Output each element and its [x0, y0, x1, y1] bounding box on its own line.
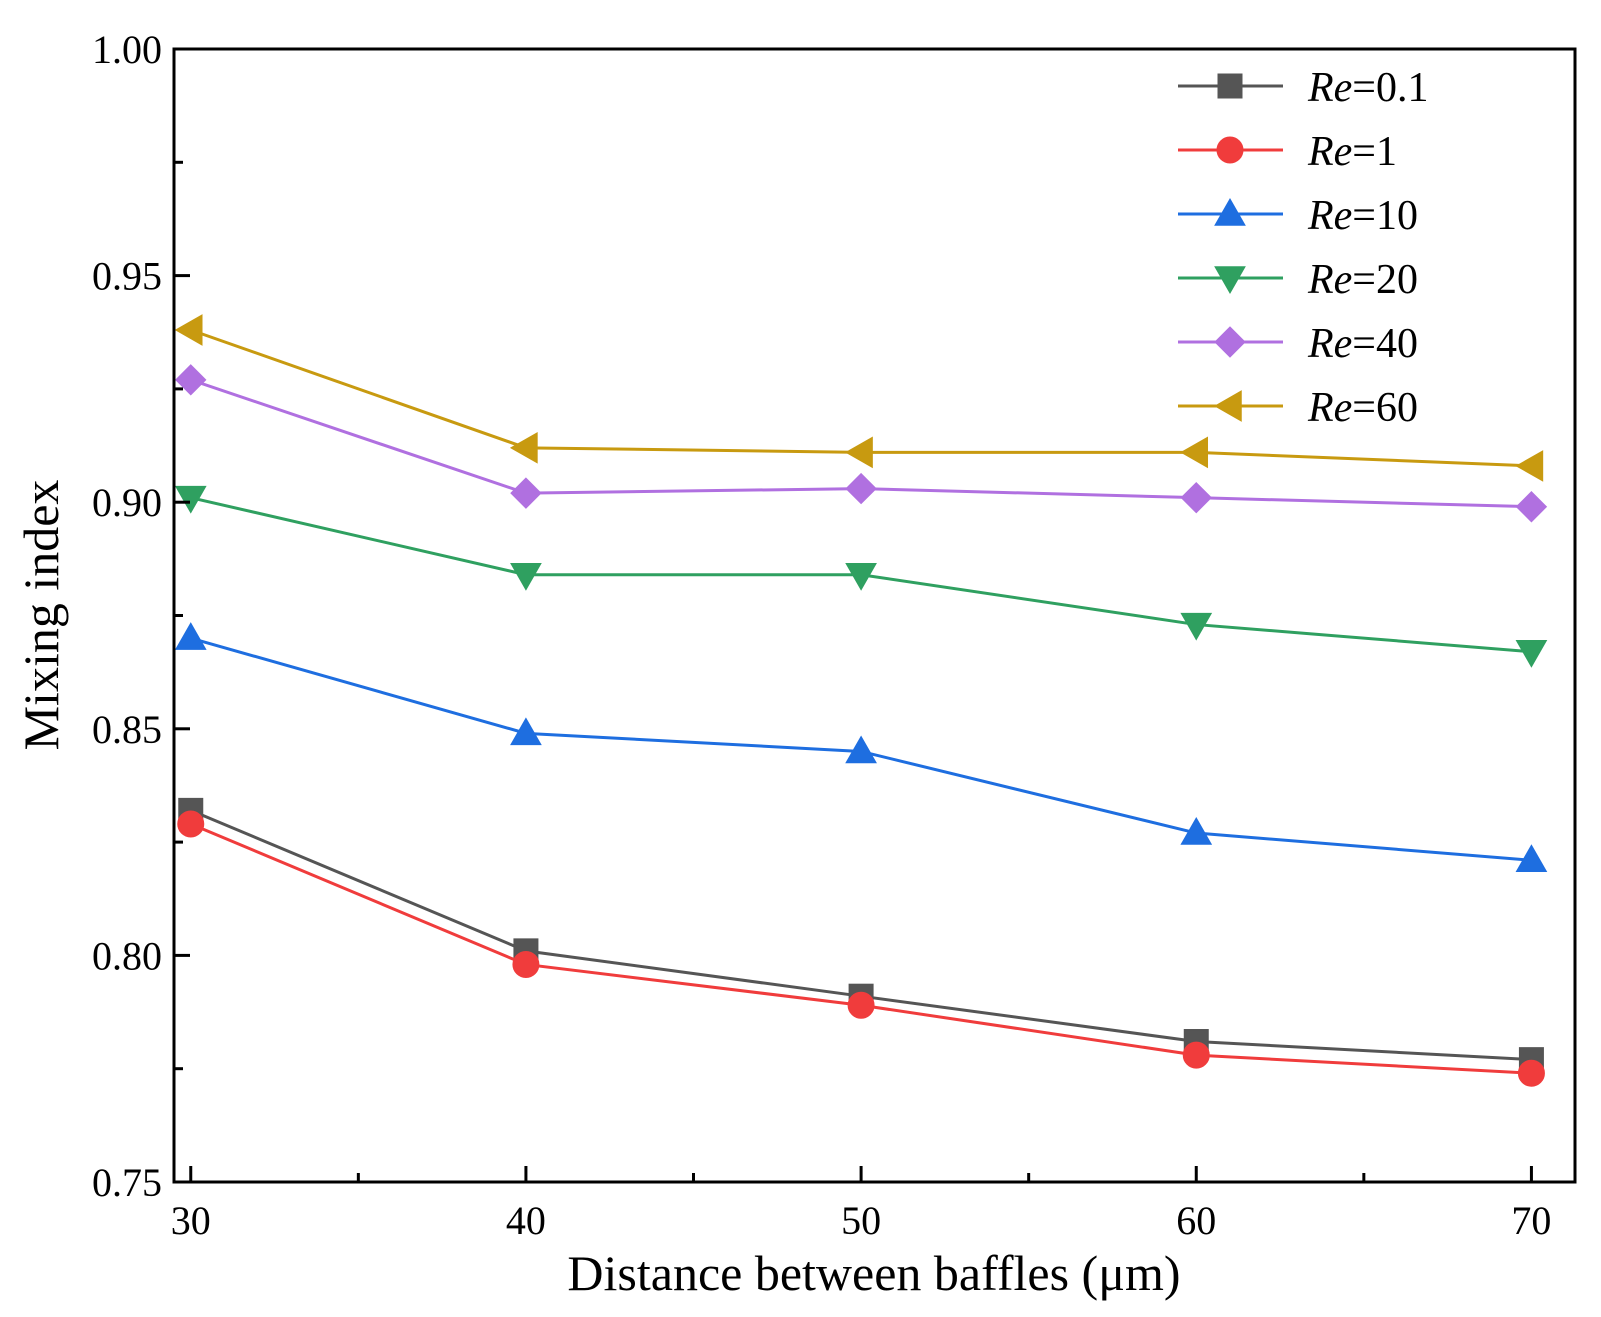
- legend-item: Re=60: [1178, 385, 1418, 431]
- x-axis-title: Distance between baffles (μm): [567, 1245, 1180, 1301]
- y-tick-label: 0.75: [92, 1160, 162, 1205]
- legend-item: Re=40: [1178, 321, 1418, 367]
- x-tick-label: 60: [1176, 1198, 1216, 1243]
- legend-marker: [1217, 73, 1243, 99]
- legend-marker: [1214, 326, 1246, 358]
- legend-label-prefix: Re: [1307, 321, 1352, 367]
- legend-marker: [1216, 136, 1244, 164]
- data-point: [845, 562, 877, 591]
- legend-label-suffix: =10: [1352, 193, 1418, 239]
- data-point: [1180, 817, 1213, 845]
- series-Re=10: [174, 622, 1548, 872]
- y-axis-title: Mixing index: [13, 480, 69, 751]
- y-tick-label: 1.00: [92, 27, 162, 72]
- data-point: [845, 436, 873, 469]
- data-point: [174, 314, 203, 346]
- legend-label: Re=60: [1307, 385, 1418, 431]
- data-point: [174, 485, 207, 514]
- series-Re=60: [174, 314, 1544, 482]
- data-point: [510, 717, 542, 746]
- data-point: [175, 364, 207, 396]
- series-Re=20: [174, 485, 1548, 668]
- legend-label-suffix: =20: [1352, 257, 1418, 303]
- legend-marker: [1214, 266, 1246, 295]
- x-tick-label: 70: [1511, 1198, 1551, 1243]
- series-layer: [174, 314, 1548, 1087]
- legend-marker: [1214, 197, 1246, 226]
- data-point: [845, 735, 877, 764]
- data-point: [845, 472, 877, 505]
- data-point: [1180, 436, 1209, 469]
- data-point: [177, 810, 205, 838]
- legend-label-prefix: Re: [1307, 257, 1352, 303]
- legend-label: Re=40: [1307, 321, 1418, 367]
- legend-label-suffix: =0.1: [1352, 65, 1428, 111]
- legend-marker: [1213, 390, 1242, 422]
- legend-item: Re=20: [1178, 257, 1418, 303]
- legend-item: Re=0.1: [1178, 65, 1428, 111]
- legend-label-prefix: Re: [1307, 129, 1352, 175]
- data-point: [174, 622, 207, 650]
- y-tick-label: 0.90: [92, 480, 162, 525]
- data-point: [509, 431, 538, 464]
- legend-label: Re=0.1: [1307, 65, 1428, 111]
- data-point: [1180, 481, 1212, 514]
- legend-label-prefix: Re: [1307, 193, 1352, 239]
- legend-item: Re=1: [1178, 129, 1397, 175]
- data-point: [510, 477, 542, 509]
- data-point: [1515, 640, 1548, 668]
- x-tick-label: 40: [506, 1198, 546, 1243]
- y-tick-label: 0.85: [92, 707, 162, 752]
- data-point: [847, 991, 875, 1019]
- data-point: [1180, 612, 1213, 641]
- y-tick-label: 0.80: [92, 933, 162, 978]
- legend-item: Re=10: [1178, 193, 1418, 239]
- legend-label-prefix: Re: [1307, 385, 1352, 431]
- series-Re=40: [175, 364, 1548, 523]
- legend-label: Re=20: [1307, 257, 1418, 303]
- legend-label-suffix: =40: [1352, 321, 1418, 367]
- legend-label-suffix: =60: [1352, 385, 1418, 431]
- data-point: [1515, 450, 1544, 482]
- data-point: [512, 950, 540, 978]
- legend-label: Re=1: [1307, 129, 1397, 175]
- series-Re=1: [177, 810, 1545, 1087]
- data-point: [510, 562, 542, 591]
- data-point: [1515, 844, 1548, 872]
- data-point: [1517, 1059, 1545, 1087]
- legend-label-prefix: Re: [1307, 65, 1352, 111]
- y-tick-label: 0.95: [92, 254, 162, 299]
- axes-layer: 30 40 50 60 70 0.75 0.80 0.85 0.90 0.95 1.00: [92, 27, 1551, 1243]
- x-tick-label: 50: [841, 1198, 881, 1243]
- legend-label: Re=10: [1307, 193, 1418, 239]
- legend-label-suffix: =1: [1352, 129, 1397, 175]
- x-tick-label: 30: [171, 1198, 211, 1243]
- data-point: [1515, 491, 1548, 523]
- data-point: [1182, 1041, 1210, 1069]
